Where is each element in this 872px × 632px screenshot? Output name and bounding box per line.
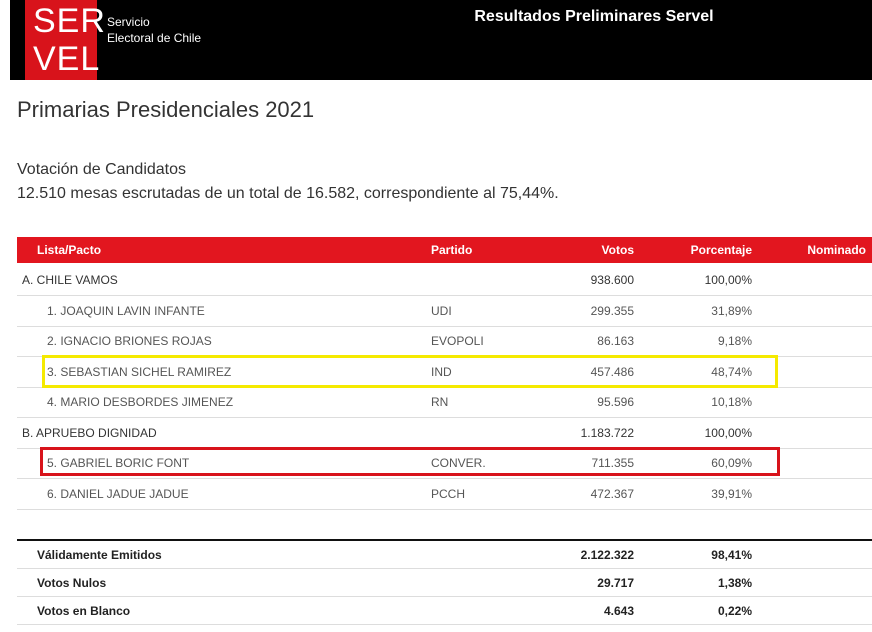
name-cell: 5. GABRIEL BORIC FONT bbox=[47, 456, 190, 470]
name-cell: 4. MARIO DESBORDES JIMENEZ bbox=[47, 395, 234, 409]
percent-cell: 39,91% bbox=[711, 486, 752, 501]
total-votes: 4.643 bbox=[603, 604, 634, 618]
party-cell: IND bbox=[431, 364, 452, 379]
votes-cell: 95.596 bbox=[597, 395, 634, 409]
party-cell: PCCH bbox=[431, 486, 466, 501]
row-line bbox=[17, 417, 872, 418]
name-cell: 1. JOAQUIN LAVIN INFANTE bbox=[47, 303, 205, 318]
logo-text: VEL bbox=[33, 40, 101, 78]
row-line bbox=[17, 478, 872, 479]
total-percent: 98,41% bbox=[711, 548, 752, 562]
column-header: Lista/Pacto bbox=[37, 243, 102, 257]
total-votes: 2.122.322 bbox=[580, 548, 634, 562]
total-percent: 0,22% bbox=[717, 604, 752, 618]
name-cell: 6. DANIEL JADUE JADUE bbox=[47, 486, 189, 501]
percent-cell: 10,18% bbox=[711, 395, 752, 409]
percent-cell: 60,09% bbox=[711, 456, 752, 470]
total-votes: 29.717 bbox=[597, 576, 634, 590]
votes-cell: 86.163 bbox=[597, 334, 634, 348]
column-header: Partido bbox=[431, 243, 473, 257]
row-line bbox=[17, 325, 872, 327]
column-header: Nominado bbox=[807, 243, 866, 257]
percent-cell: 100,00% bbox=[704, 425, 752, 440]
header-title: Resultados Preliminares Servel bbox=[474, 8, 714, 25]
votes-cell: 938.600 bbox=[590, 273, 634, 287]
highlight-box bbox=[42, 355, 778, 388]
org-name: Electoral de Chile bbox=[107, 31, 202, 45]
name-cell: B. APRUEBO DIGNIDAD bbox=[22, 425, 157, 440]
percent-cell: 31,89% bbox=[711, 303, 752, 318]
logo-text: SER bbox=[33, 2, 106, 40]
row-line bbox=[17, 568, 872, 569]
votes-cell: 1.183.722 bbox=[580, 425, 634, 440]
percent-cell: 48,74% bbox=[711, 364, 752, 379]
summary: 12.510 mesas escrutadas de un total de 1… bbox=[17, 185, 559, 202]
highlight-box bbox=[40, 447, 780, 476]
party-cell: EVOPOLI bbox=[431, 334, 484, 348]
name-cell: A. CHILE VAMOS bbox=[22, 273, 118, 287]
votes-cell: 711.355 bbox=[591, 456, 635, 470]
logo: SER VEL bbox=[25, 0, 105, 80]
column-header: Votos bbox=[601, 243, 634, 257]
divider bbox=[17, 539, 872, 541]
votes-cell: 472.367 bbox=[590, 486, 634, 501]
party-cell: CONVER. bbox=[431, 456, 486, 470]
row-line bbox=[17, 624, 872, 625]
subtitle: Votación de Candidatos bbox=[17, 161, 187, 178]
column-header: Porcentaje bbox=[690, 243, 752, 257]
name-cell: 3. SEBASTIAN SICHEL RAMIREZ bbox=[47, 364, 232, 379]
page-title: Primarias Presidenciales 2021 bbox=[17, 97, 315, 122]
total-percent: 1,38% bbox=[717, 576, 752, 590]
row-line bbox=[17, 508, 872, 510]
votes-cell: 457.486 bbox=[590, 364, 634, 379]
org-name: Servicio bbox=[107, 15, 150, 29]
name-cell: 2. IGNACIO BRIONES ROJAS bbox=[47, 334, 212, 348]
percent-cell: 9,18% bbox=[717, 334, 752, 348]
votes-cell: 299.355 bbox=[590, 303, 634, 318]
total-name: Válidamente Emitidos bbox=[37, 548, 162, 562]
row-line bbox=[17, 295, 872, 296]
party-cell: UDI bbox=[431, 303, 452, 318]
row-line bbox=[17, 596, 872, 597]
party-cell: RN bbox=[431, 395, 449, 409]
header-bar bbox=[10, 0, 872, 80]
percent-cell: 100,00% bbox=[704, 273, 752, 287]
total-name: Votos en Blanco bbox=[37, 604, 131, 618]
table-header bbox=[17, 237, 872, 263]
total-name: Votos Nulos bbox=[37, 576, 107, 590]
